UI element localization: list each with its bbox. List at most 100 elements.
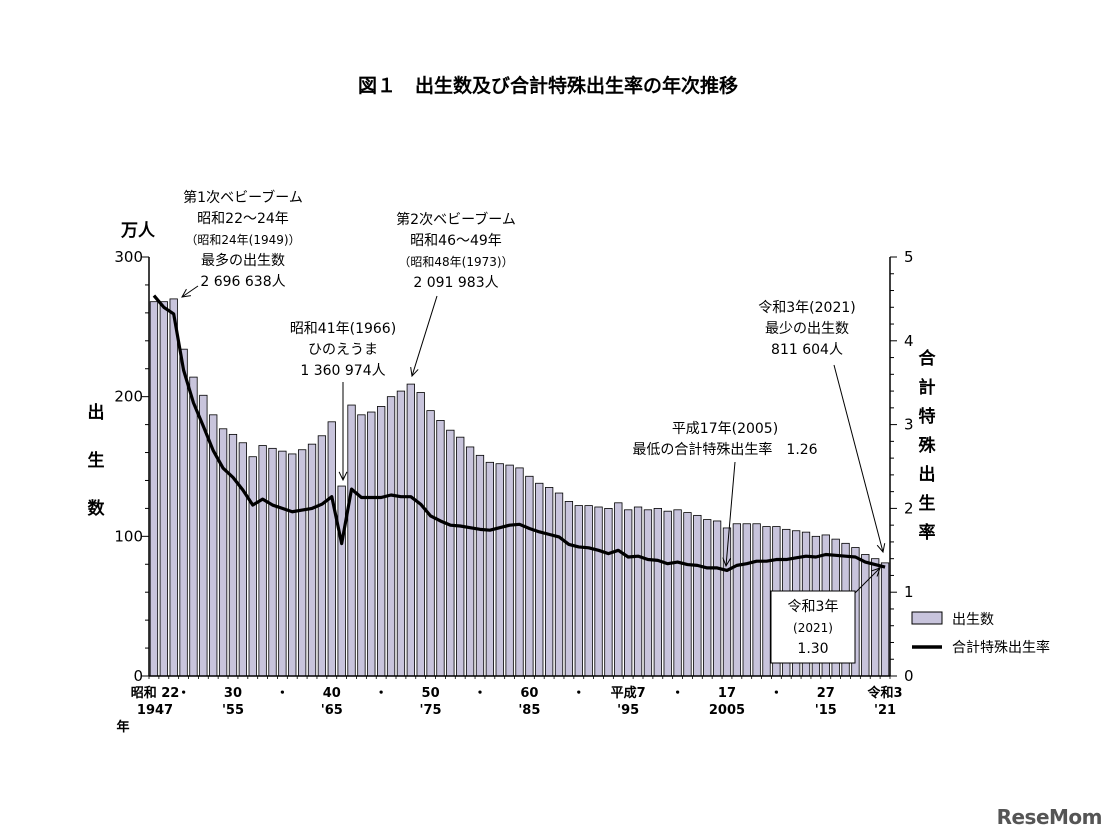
bar-1986	[535, 482, 544, 677]
x-tick-label-top: 50	[422, 686, 440, 701]
bar-2008	[752, 523, 761, 677]
tfr-line	[152, 294, 886, 573]
bar-2021	[880, 562, 890, 677]
bar-1966	[337, 485, 346, 677]
right-axis-title-char: 計	[919, 377, 936, 398]
x-tick-label-top: 昭和 22	[131, 685, 180, 701]
bar-1997	[643, 509, 653, 677]
x-tick-label-bottom: '15	[815, 703, 837, 718]
annotation-hinoe-line: 1 360 974人	[300, 363, 385, 379]
bar-1974	[416, 392, 425, 677]
x-tick-label-bottom: '85	[518, 703, 540, 718]
bar-1978	[456, 436, 465, 677]
bar-1965	[327, 421, 336, 677]
annotation-box2021-line: (2021)	[793, 621, 833, 635]
legend-line-label: 合計特殊出生率	[952, 639, 1050, 656]
left-tick-label: 300	[114, 248, 143, 266]
bar-1996	[633, 506, 643, 677]
x-tick-label-top: 30	[224, 686, 242, 701]
bar-1950	[179, 348, 188, 677]
legend-bar-label: 出生数	[952, 612, 994, 628]
annotation-min2021-line: 令和3年(2021)	[758, 300, 855, 316]
x-tick-label-top: 60	[520, 686, 538, 701]
annotation-box2021-line: 1.30	[797, 641, 828, 657]
bar-1969	[367, 411, 376, 677]
bar-1956	[238, 442, 247, 677]
bar-1975	[426, 410, 435, 677]
right-axis-title-char: 特	[919, 406, 936, 427]
bar-1979	[465, 446, 475, 677]
bar-1958	[258, 445, 267, 677]
bar-2007	[742, 523, 751, 677]
annotation-min2021-line: 811 604人	[771, 342, 843, 358]
bars-series	[149, 298, 890, 677]
x-tick-label-top: ・	[276, 686, 289, 701]
resemom-logo: ReseMom	[996, 805, 1103, 829]
bar-1973	[406, 383, 415, 677]
bar-1972	[396, 390, 406, 677]
bar-1998	[653, 507, 662, 677]
bar-2004	[712, 520, 722, 677]
x-tick-label-top: 17	[718, 686, 736, 701]
annotation-low2005-arrow-head	[722, 557, 732, 568]
x-tick-label-bottom: '95	[617, 703, 639, 718]
bar-2006	[732, 523, 741, 677]
right-axis-title-char: 出	[919, 464, 936, 485]
right-tick-label: 4	[904, 332, 914, 350]
bar-1991	[584, 505, 593, 677]
bar-2019	[861, 554, 870, 677]
x-tick-label-top: ・	[177, 686, 190, 701]
right-axis-title-char: 殊	[919, 435, 937, 456]
bar-1993	[604, 507, 613, 677]
left-axis-title-char: 出	[88, 402, 105, 423]
annotation-hinoe-arrow-head	[338, 471, 348, 482]
bar-1951	[189, 376, 198, 677]
left-tick-label: 100	[114, 527, 143, 545]
annotation-hinoe-line: 昭和41年(1966)	[290, 321, 396, 337]
bar-1987	[545, 487, 554, 677]
left-axis-unit: 万人	[120, 221, 156, 241]
bar-1962	[297, 449, 307, 677]
annotation-boom1-arrow	[181, 285, 199, 298]
x-tick-label-bottom: '55	[222, 703, 244, 718]
right-axis-title: 合計特殊出生率	[919, 348, 937, 543]
bar-1980	[475, 454, 485, 677]
bar-1976	[436, 420, 445, 677]
x-tick-label-top: ・	[770, 686, 783, 701]
right-tick-label: 5	[904, 248, 914, 266]
bar-2020	[871, 558, 880, 677]
right-axis-title-char: 生	[919, 493, 936, 514]
bar-1992	[594, 506, 603, 677]
right-tick-label: 3	[904, 416, 914, 434]
bar-1985	[525, 475, 534, 677]
bar-1955	[228, 433, 238, 677]
left-axis-title-char: 生	[88, 450, 105, 471]
bar-1948	[159, 301, 168, 677]
annotation-min2021-arrow-head	[876, 543, 886, 554]
bar-1970	[377, 406, 386, 677]
x-tick-label-top: 平成7	[611, 685, 646, 701]
chart-title: 図１ 出生数及び合計特殊出生率の年次推移	[358, 74, 738, 97]
annotation-boom1-line: 第1次ベビーブーム	[183, 189, 303, 206]
bar-1959	[268, 447, 277, 677]
annotation-boom2-line: 昭和46～49年	[410, 233, 502, 249]
annotation-low2005-line: 平成17年(2005)	[672, 421, 778, 437]
bar-1968	[357, 414, 366, 677]
annotation-low2005-arrow	[725, 461, 736, 567]
bar-2001	[683, 512, 692, 677]
annotation-boom2-arrow	[411, 295, 438, 377]
annotation-boom1-arrow-head	[181, 288, 191, 298]
x-tick-label-top: ・	[671, 686, 684, 701]
x-tick-label-bottom: '21	[874, 703, 896, 718]
bar-2003	[703, 519, 712, 677]
left-axis-title: 出生数	[88, 402, 106, 519]
bar-1961	[288, 453, 297, 677]
bar-1949	[169, 298, 178, 677]
annotation-boom1-line: 昭和22～24年	[197, 211, 289, 227]
bar-1982	[495, 463, 504, 677]
right-axis-title-char: 率	[919, 522, 936, 543]
x-tick-label-top: ・	[473, 686, 486, 701]
annotation-boom1-line: 最多の出生数	[201, 252, 285, 269]
bar-1971	[386, 396, 396, 677]
bar-1957	[248, 456, 257, 677]
